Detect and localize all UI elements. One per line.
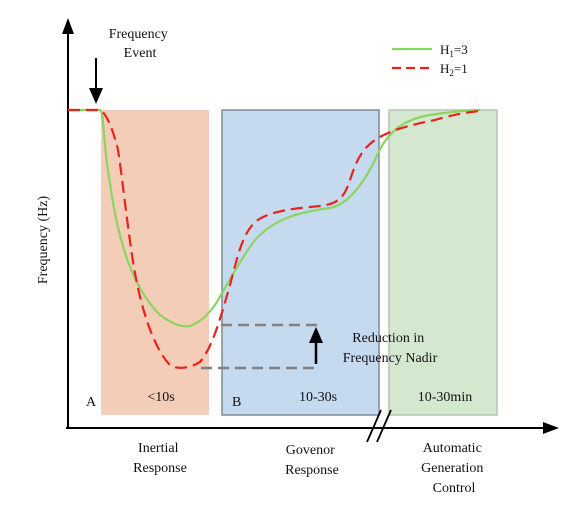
legend-h1-label: H1=3 bbox=[440, 42, 468, 59]
y-axis-arrowhead bbox=[62, 18, 74, 34]
frequency-event-arrowhead bbox=[89, 88, 103, 104]
axis-break-mark-1 bbox=[366, 409, 382, 443]
region-a-label: A bbox=[86, 395, 97, 410]
governor-response-region bbox=[221, 109, 380, 416]
nadir-reduction-arrowhead bbox=[309, 327, 323, 343]
region-b-label: B bbox=[232, 395, 241, 410]
curve-h2-1 bbox=[68, 108, 481, 369]
inertial-response-region bbox=[101, 110, 209, 415]
reduction-nadir-label: Reduction in Frequency Nadir bbox=[343, 331, 438, 366]
axis-break-mark-2 bbox=[376, 409, 392, 443]
agc-caption: Automatic Generation Control bbox=[421, 441, 487, 496]
agc-region bbox=[388, 109, 498, 416]
inertial-response-caption: Inertial Response bbox=[133, 441, 187, 476]
y-axis-label: Frequency (Hz) bbox=[36, 196, 51, 285]
region-agc-time: 10-30min bbox=[418, 390, 472, 405]
region-inertial-time: <10s bbox=[147, 390, 174, 405]
legend-h2-label: H2=1 bbox=[440, 61, 468, 78]
governor-response-caption: Govenor Response bbox=[285, 443, 339, 478]
x-axis-arrowhead bbox=[543, 422, 559, 434]
region-governor-time: 10-30s bbox=[299, 390, 337, 405]
frequency-event-label: Frequency Event bbox=[109, 27, 172, 61]
